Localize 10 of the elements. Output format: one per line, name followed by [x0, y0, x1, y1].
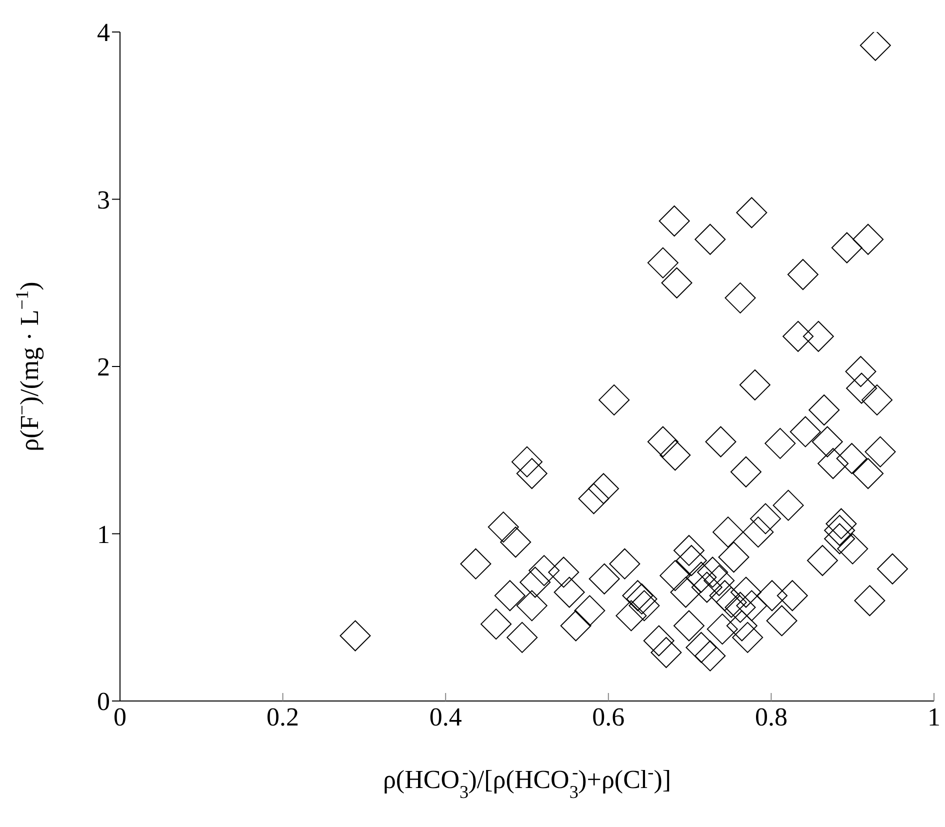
y-tick-label: 3 — [97, 185, 110, 214]
y-tick-label: 4 — [97, 18, 110, 48]
y-tick-label: 2 — [97, 352, 110, 382]
x-tick-label: 1 — [928, 702, 940, 732]
x-tick-label: 0.4 — [429, 702, 462, 732]
text: ρ(HCO$_{3}$$^{-}$)/[ρ(HCO$_{3}$$^{-}$)+ρ(Cl$^{-}$)] — [382, 762, 672, 802]
x-tick-label: 0.6 — [592, 702, 625, 732]
x-tick-label: 0.8 — [754, 702, 788, 732]
x-tick-label: 0.2 — [266, 702, 300, 732]
y-tick-label: 1 — [97, 520, 110, 549]
